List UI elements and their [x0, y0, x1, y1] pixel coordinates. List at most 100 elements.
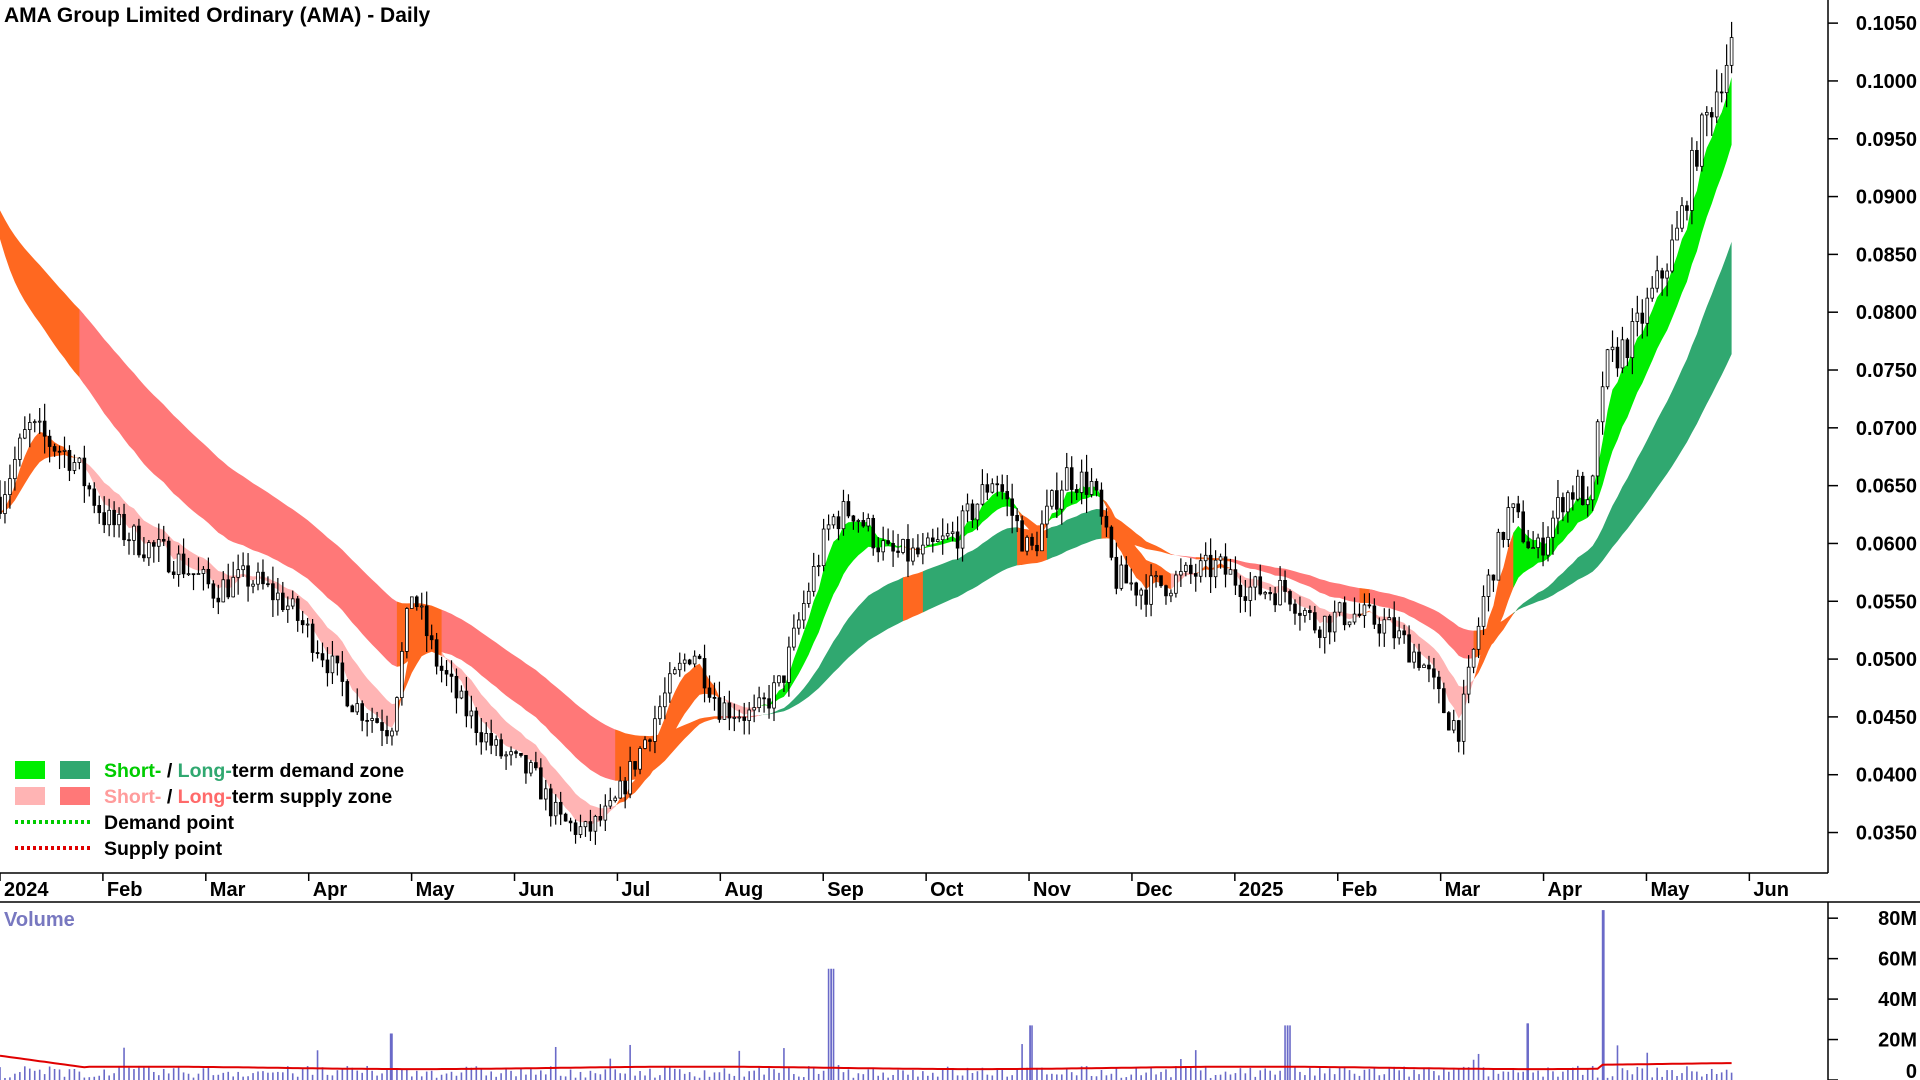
candle-up — [1655, 270, 1659, 289]
candle-up — [628, 761, 632, 795]
price-candles — [0, 21, 1734, 845]
price-tick-label: 0.0500 — [1856, 649, 1917, 671]
candle-up — [241, 565, 245, 571]
candle-down — [385, 730, 389, 737]
candle-up — [1179, 571, 1183, 576]
candle-down — [206, 568, 211, 585]
candle-down — [782, 675, 786, 683]
candle-down — [727, 702, 732, 719]
candle-up — [176, 553, 181, 575]
candle-up — [692, 655, 697, 665]
candle-down — [702, 658, 707, 689]
candle-down — [1015, 515, 1019, 522]
candle-up — [643, 739, 647, 749]
candle-up — [672, 669, 677, 675]
candle-up — [107, 509, 111, 526]
candle-down — [1521, 511, 1526, 543]
legend-label-part: / — [161, 786, 177, 808]
candle-down — [271, 583, 275, 601]
candle-down — [444, 670, 449, 675]
candle-down — [707, 687, 712, 698]
transition-zone — [1473, 525, 1519, 681]
volume-panel — [0, 910, 1733, 1080]
candle-up — [23, 429, 27, 439]
long-term-demand-zone — [1046, 509, 1107, 560]
short-term-supply-zone — [1230, 567, 1365, 625]
legend-label-part: Supply point — [104, 838, 223, 860]
transition-zone — [1359, 610, 1375, 617]
candle-up — [1263, 592, 1268, 595]
candle-down — [930, 537, 935, 542]
candle-up — [841, 501, 846, 530]
candle-up — [1382, 619, 1387, 634]
candle-up — [1198, 560, 1203, 577]
candle-down — [1094, 481, 1099, 491]
candle-up — [1079, 471, 1084, 493]
candle-up — [772, 682, 776, 709]
candle-down — [102, 512, 106, 526]
candle-down — [1437, 676, 1441, 690]
transition-zone — [1101, 509, 1176, 556]
candle-down — [514, 751, 518, 754]
candle-down — [281, 592, 285, 611]
candle-down — [295, 598, 300, 621]
candle-up — [1303, 610, 1307, 616]
candle-down — [1625, 339, 1630, 359]
candle-down — [1317, 629, 1322, 638]
candle-up — [1149, 575, 1153, 605]
transition-zone — [615, 663, 725, 807]
candle-up — [1690, 149, 1694, 211]
candle-up — [737, 716, 742, 719]
candle-down — [568, 820, 573, 824]
candle-down — [1298, 612, 1302, 616]
time-tick-label: Oct — [930, 879, 964, 901]
price-tick-label: 0.1050 — [1856, 13, 1917, 35]
candle-down — [1308, 610, 1312, 613]
candle-up — [1397, 630, 1401, 639]
price-tick-label: 0.0850 — [1856, 244, 1917, 266]
candle-down — [1719, 91, 1724, 94]
price-tick-label: 0.0600 — [1856, 533, 1917, 555]
candle-up — [1228, 569, 1233, 575]
legend-label: Demand point — [104, 812, 235, 834]
short-term-supply-zone — [79, 457, 402, 728]
candle-up — [419, 605, 424, 608]
candle-up — [1387, 617, 1392, 621]
legend-label-part: Short- — [104, 760, 161, 782]
candle-up — [1511, 503, 1516, 508]
candle-down — [226, 579, 231, 598]
candle-up — [156, 539, 161, 547]
short-term-demand-zone — [922, 491, 1023, 549]
candle-down — [1709, 112, 1714, 118]
candle-up — [494, 739, 498, 746]
candle-up — [975, 503, 980, 521]
candle-up — [504, 754, 508, 757]
candle-up — [1566, 492, 1570, 513]
candle-down — [1124, 564, 1129, 584]
candle-down — [1427, 664, 1431, 670]
candle-up — [603, 805, 608, 821]
candle-down — [1357, 613, 1362, 616]
candle-down — [211, 583, 216, 599]
candle-up — [797, 619, 801, 629]
candle-up — [663, 692, 667, 708]
candle-up — [1595, 421, 1600, 477]
candle-up — [32, 421, 37, 424]
transition-zone — [396, 622, 447, 718]
candle-down — [1074, 489, 1079, 493]
candle-up — [757, 697, 761, 708]
candle-down — [489, 733, 493, 746]
volume-tick-label: 0 — [1906, 1061, 1917, 1080]
time-tick-label: Jul — [621, 879, 650, 901]
candle-up — [668, 673, 672, 694]
candle-up — [1362, 604, 1367, 616]
volume-average-line — [0, 1054, 1732, 1071]
candle-down — [479, 732, 484, 743]
candle-up — [221, 579, 226, 603]
candle-down — [1541, 537, 1545, 556]
candle-down — [67, 449, 72, 471]
time-tick-label: Feb — [107, 879, 143, 901]
candle-down — [320, 653, 325, 661]
candle-down — [434, 639, 439, 667]
